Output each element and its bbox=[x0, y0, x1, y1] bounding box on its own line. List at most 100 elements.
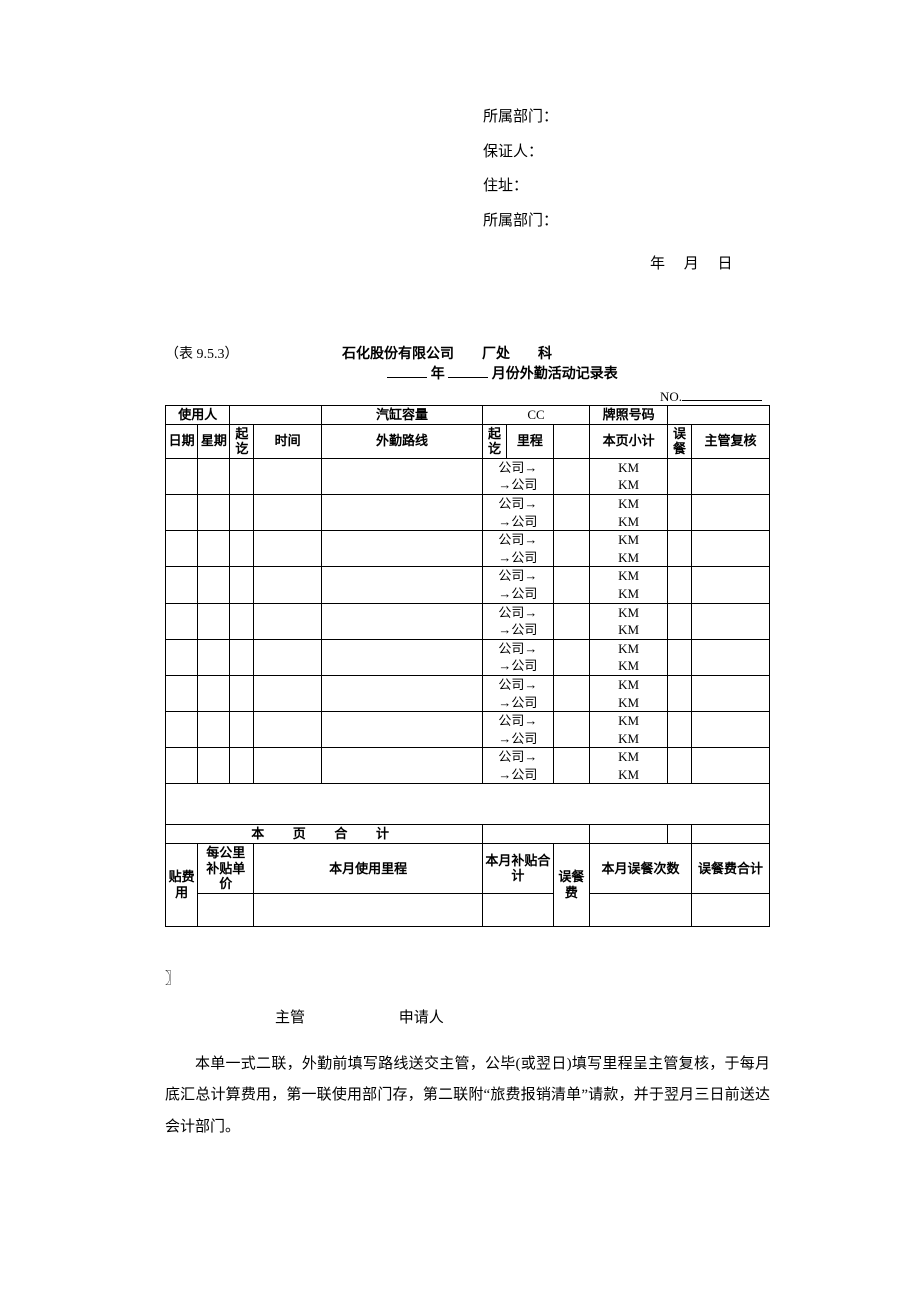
fee-v2[interactable] bbox=[254, 893, 483, 926]
header-address: 住址： bbox=[483, 169, 770, 204]
table-row-review[interactable] bbox=[691, 675, 769, 711]
table-row-mileage-blank[interactable] bbox=[553, 675, 589, 711]
cell-cc[interactable]: CC bbox=[483, 406, 590, 425]
table-row-time[interactable] bbox=[254, 675, 322, 711]
table-row-review[interactable] bbox=[691, 458, 769, 494]
table-row-date[interactable] bbox=[166, 748, 198, 784]
table-row-weekday[interactable] bbox=[198, 603, 230, 639]
page-total-sub[interactable] bbox=[590, 825, 668, 844]
table-row-mileage-blank[interactable] bbox=[553, 639, 589, 675]
table-row-review[interactable] bbox=[691, 531, 769, 567]
table-row-weekday[interactable] bbox=[198, 567, 230, 603]
table-row-meal[interactable] bbox=[668, 603, 692, 639]
table-row-weekday[interactable] bbox=[198, 675, 230, 711]
table-row-qi-time[interactable] bbox=[230, 748, 254, 784]
table-row-time[interactable] bbox=[254, 494, 322, 530]
table-row-route[interactable] bbox=[321, 712, 482, 748]
table-row-review[interactable] bbox=[691, 603, 769, 639]
no-blank[interactable] bbox=[682, 400, 762, 401]
table-row-time[interactable] bbox=[254, 458, 322, 494]
table-row-qi-time[interactable] bbox=[230, 567, 254, 603]
table-row-meal[interactable] bbox=[668, 458, 692, 494]
table-row-route[interactable] bbox=[321, 567, 482, 603]
table-row-mileage-blank[interactable] bbox=[553, 531, 589, 567]
table-row-date[interactable] bbox=[166, 639, 198, 675]
cell-company-to: 公司→ bbox=[483, 531, 554, 549]
cell-to-company: →公司 bbox=[483, 476, 554, 494]
table-row-route[interactable] bbox=[321, 531, 482, 567]
table-row-route[interactable] bbox=[321, 494, 482, 530]
table-row-qi-time[interactable] bbox=[230, 639, 254, 675]
table-row-weekday[interactable] bbox=[198, 748, 230, 784]
table-row-time[interactable] bbox=[254, 567, 322, 603]
table-row-date[interactable] bbox=[166, 531, 198, 567]
table-row-weekday[interactable] bbox=[198, 494, 230, 530]
table-row-qi-time[interactable] bbox=[230, 712, 254, 748]
table-row-mileage-blank[interactable] bbox=[553, 603, 589, 639]
table-row-weekday[interactable] bbox=[198, 531, 230, 567]
table-row-meal[interactable] bbox=[668, 531, 692, 567]
table-row-date[interactable] bbox=[166, 712, 198, 748]
page-total-meal[interactable] bbox=[668, 825, 692, 844]
cell-user-value[interactable] bbox=[230, 406, 321, 425]
fee-v4[interactable] bbox=[590, 893, 692, 926]
table-row-qi-time[interactable] bbox=[230, 531, 254, 567]
table-row-weekday[interactable] bbox=[198, 458, 230, 494]
page-total-review[interactable] bbox=[691, 825, 769, 844]
table-row-time[interactable] bbox=[254, 639, 322, 675]
table-row-mileage-blank[interactable] bbox=[553, 494, 589, 530]
table-row-date[interactable] bbox=[166, 603, 198, 639]
table-row-time[interactable] bbox=[254, 712, 322, 748]
cell-company-to: 公司→ bbox=[483, 603, 554, 621]
table-row-route[interactable] bbox=[321, 639, 482, 675]
sig-supervisor: 主管 bbox=[275, 1010, 305, 1026]
cell-km-1: KM bbox=[590, 748, 668, 766]
table-row-time[interactable] bbox=[254, 603, 322, 639]
table-row-date[interactable] bbox=[166, 458, 198, 494]
table-row-route[interactable] bbox=[321, 458, 482, 494]
fee-v3[interactable] bbox=[483, 893, 554, 926]
table-row-qi-time[interactable] bbox=[230, 494, 254, 530]
table-row-qi-time[interactable] bbox=[230, 603, 254, 639]
table-row-mileage-blank[interactable] bbox=[553, 748, 589, 784]
fee-label: 贴费用 bbox=[166, 844, 198, 927]
header-dept-1: 所属部门： bbox=[483, 100, 770, 135]
table-row-qi-time[interactable] bbox=[230, 458, 254, 494]
table-row-meal[interactable] bbox=[668, 748, 692, 784]
table-row-route[interactable] bbox=[321, 675, 482, 711]
table-row-route[interactable] bbox=[321, 748, 482, 784]
table-row-review[interactable] bbox=[691, 494, 769, 530]
blank-year[interactable] bbox=[387, 377, 427, 378]
table-row-meal[interactable] bbox=[668, 712, 692, 748]
table-row-weekday[interactable] bbox=[198, 712, 230, 748]
col-mileage: 里程 bbox=[506, 424, 553, 458]
page-total-mileage[interactable] bbox=[483, 825, 590, 844]
table-row-review[interactable] bbox=[691, 567, 769, 603]
table-row-review[interactable] bbox=[691, 639, 769, 675]
table-row-date[interactable] bbox=[166, 494, 198, 530]
header-block: 所属部门： 保证人： 住址： 所属部门： bbox=[483, 100, 770, 238]
fee-v5[interactable] bbox=[691, 893, 769, 926]
table-row-mileage-blank[interactable] bbox=[553, 458, 589, 494]
cell-to-company: →公司 bbox=[483, 585, 554, 603]
blank-month[interactable] bbox=[448, 377, 488, 378]
cell-plate-value[interactable] bbox=[668, 406, 770, 425]
table-row-weekday[interactable] bbox=[198, 639, 230, 675]
table-row-meal[interactable] bbox=[668, 494, 692, 530]
table-row-qi-time[interactable] bbox=[230, 675, 254, 711]
table-row-date[interactable] bbox=[166, 567, 198, 603]
table-row-time[interactable] bbox=[254, 748, 322, 784]
table-row-meal[interactable] bbox=[668, 675, 692, 711]
table-row-review[interactable] bbox=[691, 748, 769, 784]
table-row-route[interactable] bbox=[321, 603, 482, 639]
table-row-time[interactable] bbox=[254, 531, 322, 567]
table-row-date[interactable] bbox=[166, 675, 198, 711]
table-row-meal[interactable] bbox=[668, 567, 692, 603]
header-guarantor: 保证人： bbox=[483, 135, 770, 170]
table-row-mileage-blank[interactable] bbox=[553, 567, 589, 603]
fee-v1[interactable] bbox=[198, 893, 254, 926]
table-row-meal[interactable] bbox=[668, 639, 692, 675]
cell-to-company: →公司 bbox=[483, 513, 554, 531]
table-row-review[interactable] bbox=[691, 712, 769, 748]
table-row-mileage-blank[interactable] bbox=[553, 712, 589, 748]
